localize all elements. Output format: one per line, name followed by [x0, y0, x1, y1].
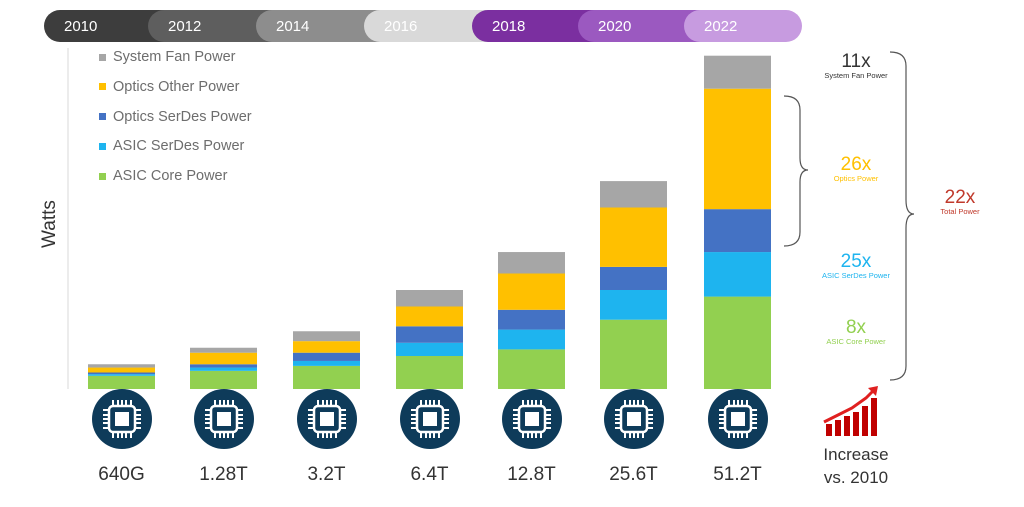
bar-1.28T-asic-serdes-power — [190, 367, 257, 371]
legend-item: ASIC SerDes Power — [99, 138, 244, 154]
chip-icon — [296, 389, 357, 449]
bar-1.28T-asic-core-power — [190, 370, 257, 389]
bar-25.6T-asic-core-power — [600, 319, 667, 389]
category-label: 25.6T — [609, 464, 658, 485]
category-label: 51.2T — [713, 464, 762, 485]
bar-3.2T-optics-serdes-power — [293, 352, 360, 361]
bar-3.2T-asic-serdes-power — [293, 360, 360, 366]
bar-6.4T-optics-serdes-power — [396, 326, 463, 343]
legend-label: Optics SerDes Power — [113, 108, 252, 125]
bar-51.2T-system-fan-power — [704, 55, 771, 89]
bar-640G-optics-other-power — [88, 367, 155, 373]
bar-12.8T-optics-other-power — [498, 273, 565, 310]
category-label: 12.8T — [507, 464, 556, 485]
bar-51.2T-asic-core-power — [704, 296, 771, 389]
chip-icon — [707, 389, 768, 449]
legend-item: System Fan Power — [99, 49, 236, 65]
legend-item: ASIC Core Power — [99, 168, 227, 184]
bar-3.2T-system-fan-power — [293, 331, 360, 342]
category-label: 3.2T — [307, 464, 346, 485]
bar-51.2T-optics-other-power — [704, 88, 771, 210]
bar-25.6T-system-fan-power — [600, 181, 667, 208]
legend-swatch — [99, 172, 106, 180]
legend-label: System Fan Power — [113, 49, 236, 65]
annotation-label: ASIC Core Power — [826, 336, 886, 346]
bar-640G-asic-serdes-power — [88, 374, 155, 376]
bar-640G-system-fan-power — [88, 364, 155, 368]
bar-25.6T-optics-other-power — [600, 207, 667, 267]
bar-12.8T-system-fan-power — [498, 252, 565, 274]
chip-icon — [193, 389, 254, 449]
annotation-value: 8x — [845, 317, 867, 338]
category-label: 640G — [98, 464, 145, 485]
legend-item: Optics Other Power — [99, 79, 240, 95]
annotation-label: Total Power — [940, 206, 980, 216]
optics-brace — [783, 95, 809, 247]
increase-line-1: Increase — [823, 445, 889, 464]
bar-12.8T-asic-core-power — [498, 349, 565, 389]
growth-chart-icon — [823, 386, 878, 436]
annotation-optics-power: 26x Optics Power — [808, 155, 904, 183]
bar-6.4T-optics-other-power — [396, 306, 463, 327]
annotation-asic-serdes-power: 25x ASIC SerDes Power — [808, 252, 904, 280]
bar-12.8T-optics-serdes-power — [498, 309, 565, 330]
legend-swatch — [99, 83, 106, 91]
legend-label: ASIC SerDes Power — [113, 138, 245, 155]
annotation-value: 22x — [944, 187, 976, 208]
category-label: 6.4T — [410, 464, 449, 485]
legend-swatch — [99, 53, 106, 61]
chip-icon — [399, 389, 460, 449]
bar-25.6T-optics-serdes-power — [600, 266, 667, 290]
legend-item: Optics SerDes Power — [99, 109, 252, 125]
timeline-year-2022: 2022 — [684, 10, 802, 42]
timeline-bar: 2010 2012 2014 2016 2018 2020 2022 — [44, 10, 804, 42]
bar-25.6T-asic-serdes-power — [600, 290, 667, 320]
y-axis-label: Watts — [39, 200, 60, 248]
chip-icon — [91, 389, 152, 449]
annotation-label: Optics Power — [833, 173, 879, 183]
annotation-label: System Fan Power — [824, 70, 888, 80]
legend-label: Optics Other Power — [113, 78, 240, 95]
bar-51.2T-asic-serdes-power — [704, 252, 771, 297]
bar-6.4T-asic-core-power — [396, 356, 463, 389]
bar-6.4T-system-fan-power — [396, 290, 463, 307]
chip-icon — [603, 389, 664, 449]
bar-1.28T-optics-other-power — [190, 352, 257, 365]
category-label: 1.28T — [199, 464, 248, 485]
bar-3.2T-asic-core-power — [293, 365, 360, 389]
increase-vs-2010-label: Increase vs. 2010 — [808, 444, 904, 490]
total-brace — [889, 51, 915, 381]
legend-label: ASIC Core Power — [113, 168, 228, 185]
annotation-asic-core-power: 8x ASIC Core Power — [808, 318, 904, 346]
bar-3.2T-optics-other-power — [293, 341, 360, 353]
annotation-value: 26x — [840, 154, 872, 175]
annotation-system-fan-power: 11x System Fan Power — [808, 52, 904, 80]
legend-swatch — [99, 113, 106, 121]
bar-12.8T-asic-serdes-power — [498, 329, 565, 350]
bar-1.28T-system-fan-power — [190, 347, 257, 353]
annotation-value: 11x — [841, 51, 871, 72]
annotation-value: 25x — [840, 251, 872, 272]
annotation-total-power: 22x Total Power — [918, 188, 1002, 216]
bar-51.2T-optics-serdes-power — [704, 209, 771, 253]
annotation-label: ASIC SerDes Power — [822, 270, 890, 280]
bar-1.28T-optics-serdes-power — [190, 364, 257, 368]
bar-640G-asic-core-power — [88, 375, 155, 389]
increase-line-2: vs. 2010 — [823, 467, 889, 487]
bar-6.4T-asic-serdes-power — [396, 342, 463, 356]
legend-swatch — [99, 142, 106, 150]
chip-icon — [501, 389, 562, 449]
bar-640G-optics-serdes-power — [88, 372, 155, 375]
